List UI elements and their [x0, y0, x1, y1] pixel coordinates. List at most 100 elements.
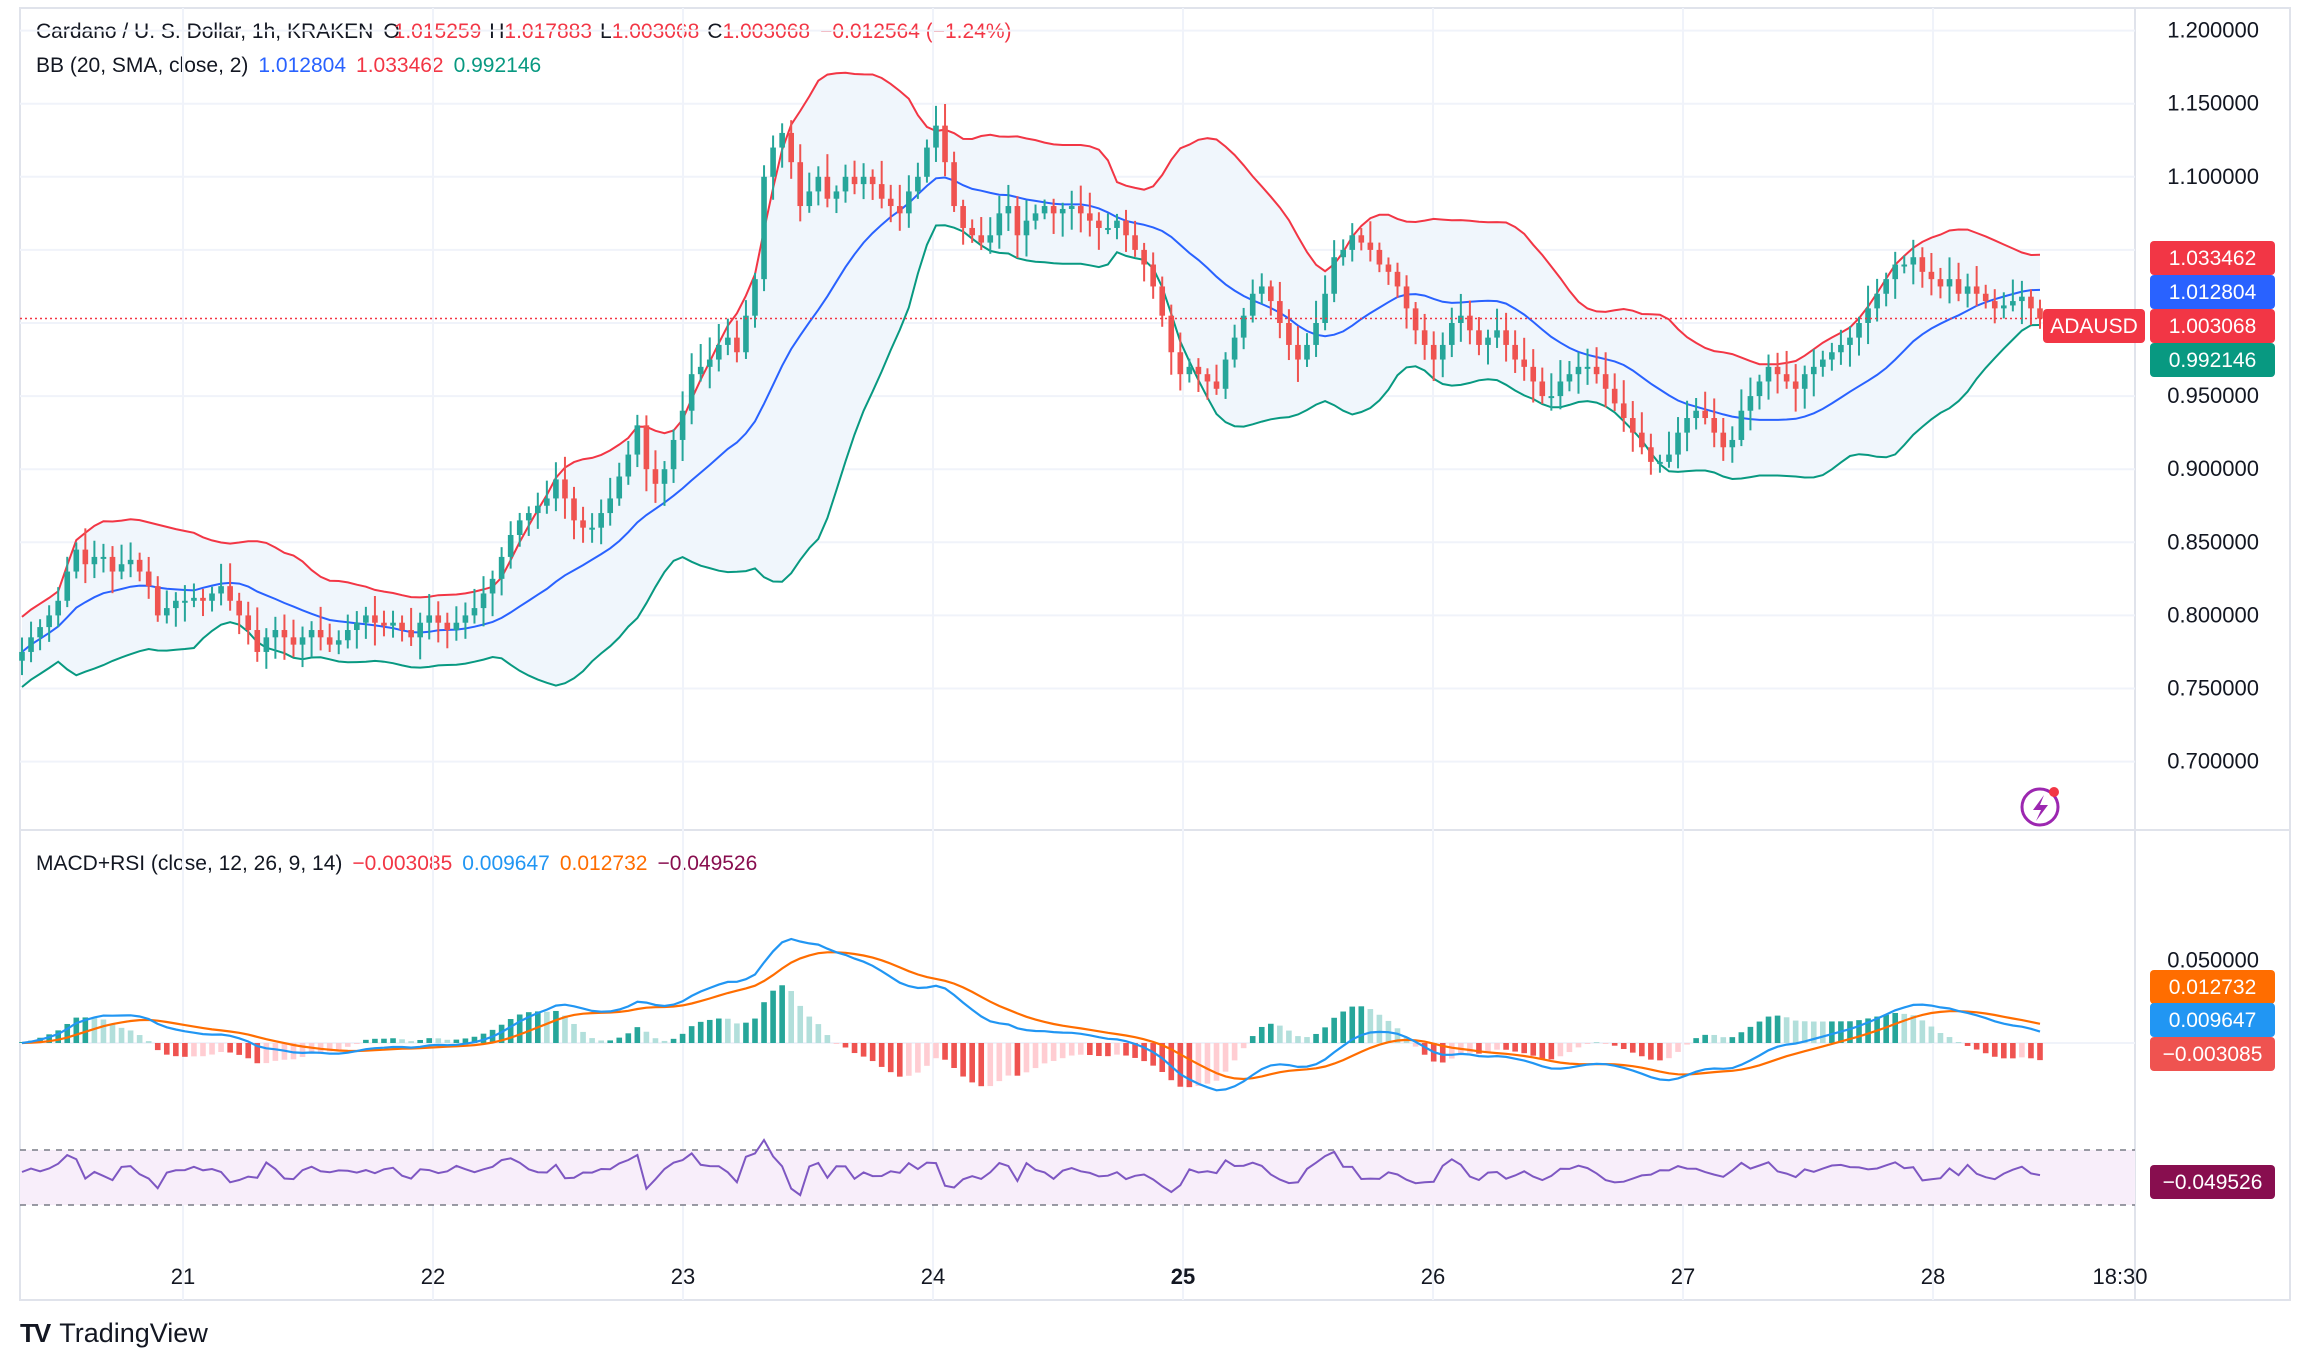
candle-body [1222, 359, 1229, 389]
rsi-tag: −0.049526 [2163, 1171, 2263, 1194]
candle-body [2010, 301, 2016, 306]
macd-histogram-bar [1919, 1020, 1926, 1043]
candle-body [562, 479, 568, 499]
macd-histogram-bar [1277, 1025, 1283, 1043]
macd-histogram-bar [969, 1043, 975, 1083]
macd-histogram-bar [272, 1043, 279, 1061]
macd-histogram-bar [589, 1038, 595, 1043]
macd-signal-tag: 0.012732 [2169, 976, 2257, 999]
candle-body [1376, 249, 1383, 265]
candle-body [1213, 381, 1220, 389]
price-tick-label: 1.100000 [2167, 164, 2259, 189]
candle-body [1539, 381, 1546, 397]
macd-histogram-bar [1295, 1036, 1301, 1043]
macd-histogram-bar [1937, 1032, 1944, 1043]
macd-histogram-bar [1249, 1036, 1256, 1043]
bb-lower-value: 0.992146 [453, 54, 542, 77]
candle-body [589, 527, 595, 530]
macd-signal-tag-bg [2150, 970, 2275, 1004]
candle-body [344, 630, 351, 641]
tradingview-logo-icon: TV [20, 1318, 51, 1348]
candle-body [64, 571, 71, 601]
macd-histogram-bar [317, 1043, 324, 1052]
candle-body [1050, 206, 1057, 214]
candle-body [1258, 286, 1265, 294]
macd-histogram-bar [1792, 1020, 1799, 1043]
macd-histogram-bar [616, 1037, 623, 1043]
candle-body [317, 630, 324, 638]
macd-histogram-bar [525, 1012, 532, 1043]
candle-body [1304, 344, 1310, 360]
macd-histogram-bar [1584, 1043, 1591, 1044]
macd-histogram-bar [1856, 1020, 1862, 1043]
candle-body [1548, 396, 1555, 399]
macd-histogram-bar [381, 1038, 387, 1043]
candle-body [969, 227, 975, 236]
candle-body [1838, 344, 1844, 353]
candle-body [535, 505, 541, 514]
rsi-tag-bg [2150, 1165, 2275, 1199]
macd-histogram-bar [978, 1043, 985, 1087]
candle-body [1874, 293, 1880, 309]
candle-body [462, 615, 469, 623]
macd-line-value: 0.009647 [462, 852, 550, 875]
candle-body [1494, 330, 1500, 338]
candle-body [245, 615, 252, 631]
macd-histogram-bar [326, 1043, 333, 1052]
candle-body [1421, 330, 1428, 345]
macd-histogram-bar [734, 1023, 740, 1043]
macd-histogram-bar [1512, 1043, 1518, 1052]
candle-body [299, 637, 306, 645]
macd-histogram-bar [1222, 1043, 1229, 1072]
bollinger-upper-line [21, 71, 2041, 618]
macd-histogram-bar [1448, 1043, 1455, 1059]
candle-body [73, 549, 80, 572]
candle-body [453, 622, 460, 631]
candle-body [28, 637, 34, 652]
macd-histogram-bar [1421, 1043, 1428, 1055]
candle-body [806, 191, 813, 207]
candle-body [851, 176, 858, 185]
candle-body [1856, 323, 1862, 338]
macd-histogram-bar [1620, 1043, 1627, 1050]
candle-body [697, 366, 704, 375]
candle-body [887, 198, 894, 207]
time-axis[interactable]: 21 22 23 24 25 26 27 28 18:30 [171, 1264, 2148, 1289]
macd-histogram-bar [1394, 1028, 1401, 1043]
candle-body [1602, 374, 1609, 389]
candle-body [444, 622, 451, 631]
candle-body [525, 513, 532, 521]
macd-histogram-bar [1087, 1043, 1093, 1056]
candle-body [1865, 308, 1871, 323]
macd-histogram-bar [1503, 1043, 1509, 1050]
candle-body [498, 556, 505, 579]
candle-body [1467, 315, 1473, 331]
candle-body [706, 359, 713, 367]
candle-body [1412, 308, 1419, 331]
flash-icon[interactable] [2020, 787, 2060, 827]
candle-body [1629, 418, 1636, 433]
price-tick-label: 0.900000 [2167, 456, 2259, 481]
price-axis[interactable]: 1.2000001.1500001.1000001.0500001.000000… [2167, 18, 2259, 774]
macd-histogram-bar [444, 1039, 451, 1043]
candle-body [1982, 293, 1989, 302]
price-tick-label: 0.950000 [2167, 383, 2259, 408]
macd-histogram-bar [1883, 1014, 1889, 1043]
candle-body [1439, 344, 1446, 360]
tradingview-brand[interactable]: TV TradingView [20, 1318, 208, 1349]
candle-body [417, 622, 423, 638]
candle-body [200, 597, 206, 601]
candle-body [1349, 235, 1356, 250]
macd-histogram-bar [1132, 1043, 1138, 1058]
macd-histogram-bar [1693, 1038, 1699, 1043]
candle-body [381, 622, 387, 626]
macd-histogram-bar [1168, 1043, 1175, 1081]
macd-histogram-bar [625, 1033, 632, 1043]
macd-histogram-bar [1485, 1043, 1491, 1053]
candle-body [390, 622, 396, 626]
candle-body [625, 454, 632, 477]
candle-body [1077, 206, 1084, 214]
candle-body [480, 593, 487, 609]
candle-body [1096, 220, 1102, 228]
